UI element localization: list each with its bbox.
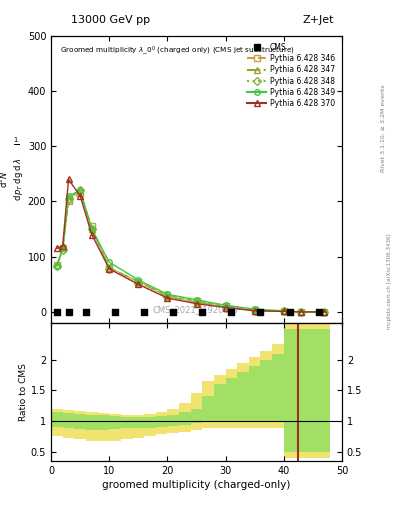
CMS xyxy=(65,308,72,316)
Pythia 6.428 346 xyxy=(107,265,112,271)
Line: Pythia 6.428 346: Pythia 6.428 346 xyxy=(54,190,327,315)
Pythia 6.428 370 xyxy=(55,245,59,251)
Pythia 6.428 349 xyxy=(194,297,199,303)
Pythia 6.428 349 xyxy=(223,302,228,308)
Pythia 6.428 346 xyxy=(78,190,83,196)
Pythia 6.428 370 xyxy=(78,193,83,199)
Pythia 6.428 347 xyxy=(66,196,71,202)
X-axis label: groomed multiplicity (charged-only): groomed multiplicity (charged-only) xyxy=(102,480,291,490)
Pythia 6.428 346 xyxy=(90,223,94,229)
Pythia 6.428 346 xyxy=(136,279,141,285)
Text: CMS_2021_I1920187: CMS_2021_I1920187 xyxy=(153,305,240,314)
Pythia 6.428 348 xyxy=(299,309,303,315)
Pythia 6.428 347 xyxy=(78,187,83,194)
Y-axis label: $\mathrm{d}^2N$
$\mathrm{d}\,p_T\,\mathrm{d}\,\mathrm{g}\,\mathrm{d}\,\lambda$: $\mathrm{d}^2N$ $\mathrm{d}\,p_T\,\mathr… xyxy=(0,158,25,201)
Pythia 6.428 349 xyxy=(322,309,327,315)
Pythia 6.428 347 xyxy=(322,309,327,315)
Pythia 6.428 346 xyxy=(322,309,327,315)
Line: Pythia 6.428 347: Pythia 6.428 347 xyxy=(54,188,327,315)
Pythia 6.428 348 xyxy=(107,266,112,272)
CMS xyxy=(170,308,176,316)
Pythia 6.428 347 xyxy=(252,307,257,313)
Pythia 6.428 349 xyxy=(61,245,65,251)
Pythia 6.428 370 xyxy=(194,301,199,307)
Y-axis label: Ratio to CMS: Ratio to CMS xyxy=(19,363,28,421)
Line: Pythia 6.428 370: Pythia 6.428 370 xyxy=(54,177,327,315)
Pythia 6.428 348 xyxy=(281,308,286,314)
Pythia 6.428 347 xyxy=(136,279,141,285)
Pythia 6.428 348 xyxy=(223,304,228,310)
Pythia 6.428 370 xyxy=(90,231,94,238)
Pythia 6.428 346 xyxy=(194,298,199,304)
Text: mcplots.cern.ch [arXiv:1306.3436]: mcplots.cern.ch [arXiv:1306.3436] xyxy=(387,234,391,329)
Pythia 6.428 347 xyxy=(107,265,112,271)
Pythia 6.428 346 xyxy=(61,245,65,251)
Pythia 6.428 346 xyxy=(223,303,228,309)
CMS xyxy=(228,308,235,316)
CMS xyxy=(54,308,60,316)
CMS xyxy=(286,308,293,316)
Pythia 6.428 370 xyxy=(136,281,141,287)
Pythia 6.428 346 xyxy=(299,309,303,315)
Pythia 6.428 349 xyxy=(90,226,94,232)
Text: Z+Jet: Z+Jet xyxy=(303,15,334,25)
CMS xyxy=(199,308,206,316)
Pythia 6.428 370 xyxy=(322,309,327,315)
Pythia 6.428 347 xyxy=(165,293,170,300)
Pythia 6.428 370 xyxy=(299,309,303,315)
Pythia 6.428 349 xyxy=(136,277,141,283)
Pythia 6.428 370 xyxy=(61,243,65,249)
Pythia 6.428 348 xyxy=(55,263,59,269)
Legend: CMS, Pythia 6.428 346, Pythia 6.428 347, Pythia 6.428 348, Pythia 6.428 349, Pyt: CMS, Pythia 6.428 346, Pythia 6.428 347,… xyxy=(244,39,338,111)
Pythia 6.428 370 xyxy=(252,308,257,314)
Pythia 6.428 348 xyxy=(136,280,141,286)
Pythia 6.428 346 xyxy=(66,199,71,205)
Pythia 6.428 347 xyxy=(90,226,94,232)
Pythia 6.428 349 xyxy=(66,193,71,199)
Pythia 6.428 370 xyxy=(107,266,112,272)
Pythia 6.428 349 xyxy=(78,187,83,194)
Pythia 6.428 348 xyxy=(165,294,170,300)
Pythia 6.428 348 xyxy=(194,300,199,306)
Pythia 6.428 347 xyxy=(194,299,199,305)
Pythia 6.428 349 xyxy=(107,259,112,265)
Pythia 6.428 347 xyxy=(55,262,59,268)
Pythia 6.428 348 xyxy=(61,246,65,252)
Pythia 6.428 347 xyxy=(281,308,286,314)
Text: Rivet 3.1.10, ≥ 3.2M events: Rivet 3.1.10, ≥ 3.2M events xyxy=(381,84,386,172)
Pythia 6.428 349 xyxy=(55,263,59,269)
Pythia 6.428 346 xyxy=(281,308,286,314)
Text: 13000 GeV pp: 13000 GeV pp xyxy=(71,15,150,25)
CMS xyxy=(83,308,89,316)
Pythia 6.428 348 xyxy=(66,196,71,202)
CMS xyxy=(257,308,264,316)
Pythia 6.428 349 xyxy=(299,309,303,315)
Pythia 6.428 370 xyxy=(66,176,71,182)
Pythia 6.428 346 xyxy=(252,307,257,313)
Pythia 6.428 348 xyxy=(90,226,94,232)
Line: Pythia 6.428 349: Pythia 6.428 349 xyxy=(54,188,327,315)
Pythia 6.428 349 xyxy=(165,291,170,297)
Line: Pythia 6.428 348: Pythia 6.428 348 xyxy=(54,188,327,315)
Pythia 6.428 348 xyxy=(78,187,83,194)
CMS xyxy=(141,308,147,316)
Pythia 6.428 349 xyxy=(252,306,257,312)
Text: Groomed multiplicity $\lambda\_0^0$ (charged only) (CMS jet substructure): Groomed multiplicity $\lambda\_0^0$ (cha… xyxy=(60,45,295,57)
CMS xyxy=(112,308,118,316)
Pythia 6.428 348 xyxy=(322,309,327,315)
Pythia 6.428 348 xyxy=(252,308,257,314)
Pythia 6.428 346 xyxy=(55,262,59,268)
CMS xyxy=(316,308,322,316)
Pythia 6.428 347 xyxy=(61,245,65,251)
Pythia 6.428 370 xyxy=(281,308,286,314)
Pythia 6.428 370 xyxy=(223,305,228,311)
Pythia 6.428 349 xyxy=(281,308,286,314)
Text: $\frac{1}{\,}$: $\frac{1}{\,}$ xyxy=(13,138,19,148)
Pythia 6.428 347 xyxy=(223,304,228,310)
Pythia 6.428 346 xyxy=(165,292,170,298)
Pythia 6.428 370 xyxy=(165,295,170,301)
Pythia 6.428 347 xyxy=(299,309,303,315)
